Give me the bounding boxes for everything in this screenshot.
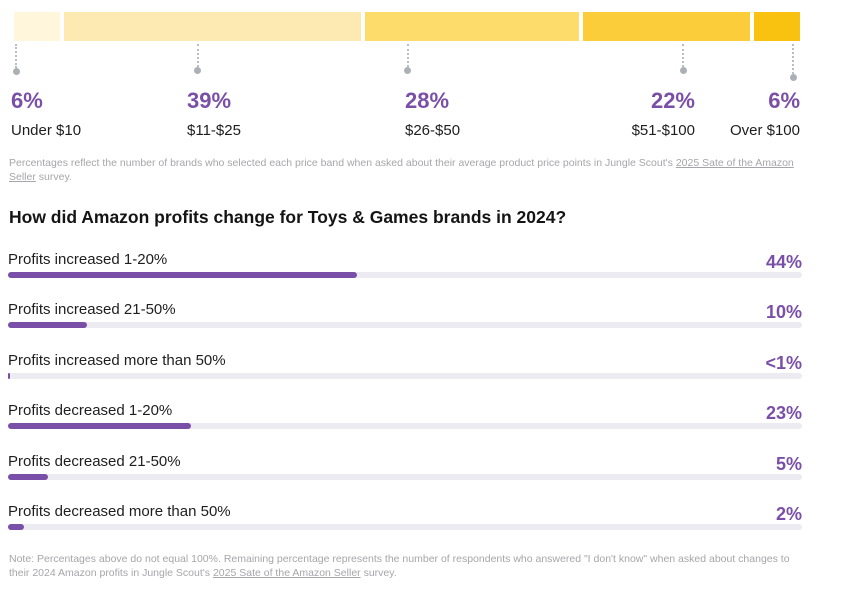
leader-line <box>792 44 795 74</box>
price-band-percent: 6% <box>768 88 800 113</box>
profit-row-label: Profits increased 1-20% <box>8 251 168 268</box>
price-band-segment <box>754 12 800 41</box>
profit-row-label: Profits decreased 1-20% <box>8 402 173 420</box>
price-band-footnote: Percentages reflect the number of brands… <box>9 157 794 183</box>
profit-bar-track <box>8 524 802 530</box>
price-band-bar <box>14 12 800 41</box>
profit-row-label: Profits decreased more than 50% <box>8 503 231 520</box>
profit-bar <box>8 322 88 329</box>
profit-row-label: Profits decreased 21-50% <box>8 452 181 470</box>
profit-row: Profits increased more than 50% <1% <box>8 351 802 391</box>
profit-bar-track <box>8 322 802 329</box>
profit-bar-track <box>8 473 802 480</box>
leader-line <box>406 44 409 67</box>
price-band-label: $26-$50 <box>405 122 461 139</box>
price-band-segment <box>63 12 362 41</box>
leader-line <box>15 44 18 68</box>
price-band-percent: 22% <box>650 88 695 113</box>
profit-bar-track <box>8 423 802 430</box>
profit-bar <box>8 372 11 379</box>
leader-dot <box>679 67 687 74</box>
profit-row-value: <1% <box>765 352 802 373</box>
profit-row: Profits decreased more than 50% 2% <box>8 502 802 542</box>
leader-dot <box>12 68 20 75</box>
profit-chart-title: How did Amazon profits change for Toys &… <box>9 207 567 227</box>
profit-row-value: 5% <box>775 453 802 474</box>
price-band-label: $51-$100 <box>631 122 695 139</box>
profit-row-value: 2% <box>775 504 802 524</box>
survey-link[interactable]: 2025 Sate of the Amazon Seller <box>212 567 361 579</box>
survey-link[interactable]: 2025 Sate of the Amazon Seller <box>9 157 794 183</box>
price-band-percent: 28% <box>405 88 450 113</box>
leader-dot <box>194 67 202 74</box>
profit-row-value: 10% <box>765 302 802 323</box>
price-band-label: Over $100 <box>729 122 800 139</box>
price-band-segment <box>14 12 60 41</box>
profit-bar <box>8 423 191 430</box>
price-band-segment <box>582 12 751 41</box>
leader-line <box>682 44 685 67</box>
price-band-percent: 39% <box>187 88 232 113</box>
profit-row-value: 23% <box>765 403 802 424</box>
profit-bar <box>8 272 358 278</box>
price-band-percent: 6% <box>11 88 43 113</box>
price-band-label: $11-$25 <box>187 122 241 139</box>
profit-row: Profits increased 21-50% 10% <box>8 300 802 340</box>
profit-bar <box>8 473 48 480</box>
profit-note: Note: Percentages above do not equal 100… <box>9 553 790 579</box>
profit-row: Profits decreased 1-20% 23% <box>8 401 802 441</box>
leader-dot <box>789 74 797 81</box>
price-band-label: Under $10 <box>11 122 82 139</box>
profit-bar-track <box>8 272 802 278</box>
profit-bar <box>8 524 24 530</box>
profit-bar-track <box>8 372 802 379</box>
profit-row-label: Profits increased 21-50% <box>8 301 176 319</box>
profit-row: Profits increased 1-20% 44% <box>8 250 802 290</box>
profit-row-value: 44% <box>765 252 802 272</box>
profit-row-label: Profits increased more than 50% <box>8 351 226 369</box>
leader-line <box>196 44 199 67</box>
profit-row: Profits decreased 21-50% 5% <box>8 452 802 492</box>
leader-dot <box>404 67 412 74</box>
price-band-segment <box>365 12 579 41</box>
